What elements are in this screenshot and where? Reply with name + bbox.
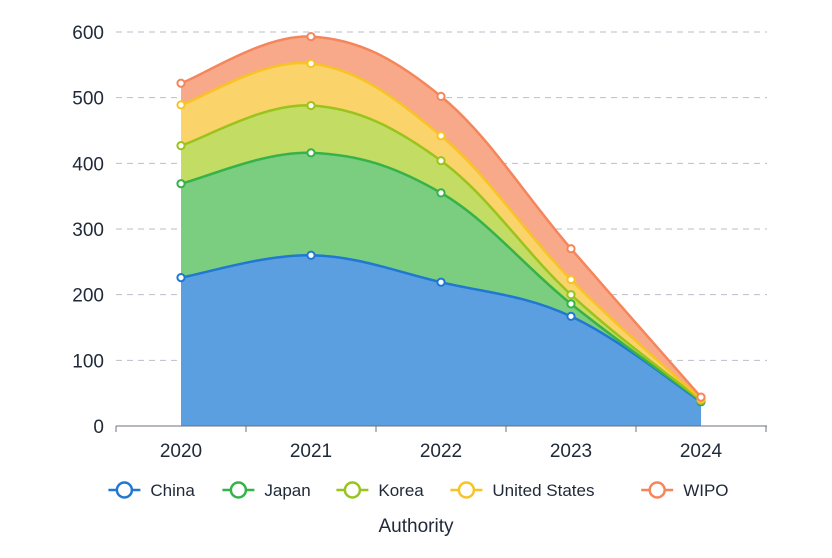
legend-label: Korea [378, 481, 424, 500]
legend-label: Japan [264, 481, 310, 500]
chart-container: 010020030040050060020202021202220232024 … [0, 0, 832, 558]
y-tick-label: 600 [72, 23, 104, 44]
legend-item: WIPO [641, 481, 728, 500]
y-tick-label: 300 [72, 220, 104, 241]
y-tick-label: 400 [72, 154, 104, 175]
legend-item: United States [450, 481, 594, 500]
legend-swatch-marker [231, 483, 246, 498]
data-point [307, 149, 314, 156]
data-point [437, 93, 444, 100]
legend-item: Korea [336, 481, 424, 500]
data-point [177, 142, 184, 149]
data-point [307, 102, 314, 109]
legend-label: WIPO [683, 481, 728, 500]
x-tick-label: 2024 [680, 441, 723, 462]
data-point [437, 157, 444, 164]
data-point [697, 394, 704, 401]
legend-swatch-marker [650, 483, 665, 498]
data-point [177, 180, 184, 187]
data-point [567, 245, 574, 252]
legend-label: China [150, 481, 195, 500]
data-point [567, 276, 574, 283]
legend-label: United States [492, 481, 594, 500]
legend: China Japan Korea United States WIPO [108, 481, 728, 500]
legend-swatch-marker [117, 483, 132, 498]
data-point [437, 279, 444, 286]
data-point [437, 189, 444, 196]
x-tick-label: 2023 [550, 441, 592, 462]
stacked-area-chart: 010020030040050060020202021202220232024 … [0, 0, 832, 558]
data-point [177, 80, 184, 87]
y-tick-label: 0 [93, 417, 104, 438]
x-tick-label: 2022 [420, 441, 462, 462]
x-axis-title: Authority [379, 516, 454, 537]
data-point [567, 291, 574, 298]
data-point [177, 274, 184, 281]
legend-swatch-marker [459, 483, 474, 498]
x-tick-label: 2020 [160, 441, 202, 462]
x-tick-label: 2021 [290, 441, 332, 462]
data-point [177, 101, 184, 108]
data-point [307, 60, 314, 67]
legend-item: Japan [222, 481, 310, 500]
legend-swatch-marker [345, 483, 360, 498]
data-point [437, 132, 444, 139]
data-point [567, 313, 574, 320]
y-tick-label: 500 [72, 89, 104, 110]
data-point [307, 33, 314, 40]
legend-item: China [108, 481, 195, 500]
y-tick-label: 200 [72, 286, 104, 307]
y-tick-label: 100 [72, 351, 104, 372]
data-point [567, 300, 574, 307]
data-point [307, 252, 314, 259]
